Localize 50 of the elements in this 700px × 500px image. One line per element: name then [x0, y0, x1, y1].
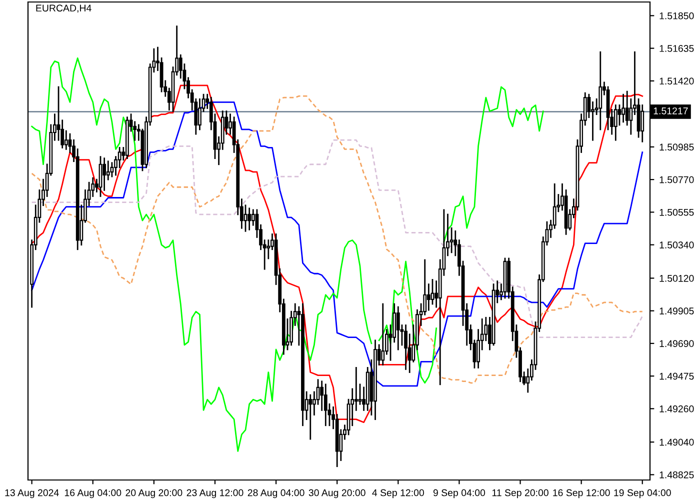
candlestick [622, 94, 625, 123]
y-tick-label: 1.49040 [660, 438, 694, 446]
x-tick-label: 4 Sep 12:00 [372, 489, 424, 498]
y-tick-label: 1.50340 [660, 242, 694, 248]
x-tick-label: 20 Aug 20:00 [126, 489, 182, 498]
y-tick-label: 1.50985 [660, 144, 694, 151]
candlestick [618, 104, 622, 126]
x-tick-label: 13 Aug 2024 [5, 489, 59, 498]
y-tick-label: 1.51420 [660, 78, 694, 85]
candlestick [426, 284, 430, 311]
x-tick-label: 16 Aug 04:00 [64, 489, 122, 498]
x-tick-label: 30 Aug 20:00 [308, 489, 366, 498]
candlestick [404, 324, 408, 370]
y-tick-label: 1.49905 [660, 308, 694, 314]
y-tick-label: 1.50120 [660, 274, 694, 282]
candlestick [358, 384, 362, 405]
ref-line-label: 1.51217 [654, 107, 688, 114]
y-tick-label: 1.51850 [660, 12, 694, 20]
candlestick [251, 209, 255, 226]
candlestick [248, 208, 252, 230]
candlestick [381, 303, 385, 366]
candlestick [640, 104, 644, 142]
candlestick [102, 158, 106, 191]
candlestick [591, 101, 594, 141]
candlestick [64, 130, 68, 150]
candlestick [198, 98, 202, 130]
y-tick-label: 1.49475 [660, 372, 694, 380]
y-tick-label: 1.49690 [660, 340, 694, 348]
y-tick-label: 1.50770 [660, 176, 694, 184]
x-tick-label: 28 Aug 04:00 [248, 489, 304, 498]
line-series [31, 139, 644, 338]
candlestick [244, 204, 248, 232]
candlestick [396, 306, 400, 350]
candlestick [354, 367, 358, 411]
y-tick-label: 1.48825 [660, 471, 694, 478]
y-tick-label: 1.51635 [660, 45, 694, 52]
candlestick [598, 51, 602, 130]
candlestick [625, 90, 629, 126]
y-tick-label: 1.49260 [660, 405, 694, 412]
x-tick-label: 11 Sep 20:00 [492, 489, 548, 498]
x-tick-label: 9 Sep 04:00 [433, 489, 486, 498]
y-tick-label: 1.50555 [660, 208, 694, 216]
candlestick [308, 394, 312, 440]
x-tick-label: 19 Sep 04:00 [614, 489, 671, 498]
x-tick-label: 23 Aug 12:00 [186, 489, 244, 498]
candlestick [614, 104, 618, 141]
x-tick-label: 16 Sep 12:00 [553, 489, 610, 498]
chart-title: EURCAD,H4 [36, 4, 92, 13]
candlestick [324, 384, 328, 426]
candlestick [106, 160, 110, 180]
